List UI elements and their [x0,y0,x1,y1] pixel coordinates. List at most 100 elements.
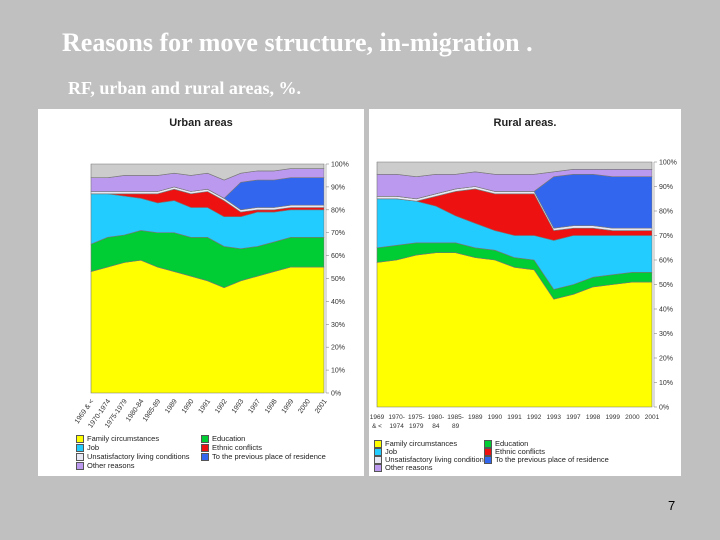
y-tick-label: 50% [331,276,345,283]
x-tick-label: 1969 [370,414,385,421]
x-tick-label: 2001 [314,398,329,415]
legend-label: Unsatisfactory living conditions [87,452,190,461]
legend-swatch [484,447,492,456]
legend-swatch [374,463,382,472]
legend-swatch [201,452,209,461]
x-tick-label: 1989 [164,398,179,415]
y-tick-label: 60% [331,253,345,260]
y-tick-label: 0% [659,405,669,412]
legend-label: Education [495,439,529,448]
x-tick-label: 1975- [408,414,425,421]
legend-item-unsatisfactory-living-conditions: Unsatisfactory living conditions [76,452,190,461]
x-tick-label: 89 [452,423,460,430]
x-tick-label: 1991 [197,398,212,415]
x-tick-label: 1990 [488,414,503,421]
y-tick-label: 40% [659,307,673,314]
legend-item-education: Education [484,439,528,448]
legend-item-to-the-previous-place-of-residence: To the previous place of residence [484,455,609,464]
x-tick-label: 1992 [214,398,229,415]
legend-label: Other reasons [385,463,433,472]
legend-item-job: Job [374,447,397,456]
legend-swatch [374,447,382,456]
y-tick-label: 100% [331,162,349,169]
x-tick-label: 1999 [281,398,296,415]
y-tick-label: 20% [331,345,345,352]
legend-item-ethnic-conflicts: Ethnic conflicts [201,443,262,452]
rural-area-chart: 100% 90% 80% 70% 60% 50% 40% 30% 20% 10% 0% 1969 & <… [370,160,677,431]
x-tick-label: 1997 [247,398,262,415]
legend-swatch [374,455,382,464]
y-tick-label: 60% [659,258,673,265]
x-tick-label: 1979 [409,423,424,430]
y-tick-label: 80% [659,209,673,216]
x-tick-label: 1990 [181,398,196,415]
x-tick-label: 1993 [547,414,562,421]
x-tick-label: 1998 [586,414,601,421]
urban-chart-panel: Urban areas 100% 90% 80% 70% 60% 50% 40% 30% 20%… [38,109,364,476]
legend-label: Ethnic conflicts [212,443,263,452]
y-tick-label: 90% [659,184,673,191]
rural-legend: Family circumstances Education Job Ethnic c… [374,439,674,475]
x-tick-label: & < [372,423,382,430]
y-tick-label: 50% [659,282,673,289]
legend-label: To the previous place of residence [495,455,609,464]
x-tick-label: 1993 [231,398,246,415]
legend-label: Family circumstances [385,439,458,448]
area-remainder [90,163,325,181]
y-tick-label: 10% [659,380,673,387]
legend-label: To the previous place of residence [212,452,326,461]
x-tick-label: 1992 [527,414,542,421]
urban-legend: Family circumstances Education Job Ethnic c… [76,434,356,474]
y-tick-label: 40% [331,299,345,306]
legend-label: Job [385,447,398,456]
x-tick-label: 1991 [507,414,522,421]
legend-swatch [76,443,84,452]
legend-swatch [374,439,382,448]
legend-item-unsatisfactory-living-conditions: Unsatisfactory living conditions [374,455,488,464]
legend-swatch [76,434,84,443]
y-tick-label: 20% [659,356,673,363]
x-tick-label: 2001 [645,414,660,421]
legend-item-other-reasons: Other reasons [76,461,135,470]
legend-swatch [201,434,209,443]
urban-area-chart: 100%90%80%70%60%50%40%30%20%10%0%1969 & … [74,162,349,430]
legend-label: Unsatisfactory living conditions [385,455,488,464]
page-number: 7 [668,498,676,513]
x-tick-label: 1997 [566,414,581,421]
x-tick-label: 84 [432,423,440,430]
rural-chart-panel: Rural areas. 100% 90% 80% 70% 60% 50% 40% 30% 20… [369,109,681,476]
legend-item-ethnic-conflicts: Ethnic conflicts [484,447,545,456]
y-tick-label: 90% [331,184,345,191]
y-tick-label: 10% [331,368,345,375]
x-tick-label: 1970- [388,414,405,421]
legend-label: Education [212,434,246,443]
x-tick-label: 1974 [389,423,404,430]
legend-label: Other reasons [87,461,135,470]
x-tick-label: 1989 [468,414,483,421]
x-tick-label: 1980- [428,414,445,421]
slide-title: Reasons for move structure, in-migration… [62,28,533,57]
y-tick-label: 30% [659,331,673,338]
area-remainder [376,161,653,178]
legend-item-job: Job [76,443,99,452]
y-tick-label: 80% [331,207,345,214]
y-tick-label: 70% [331,230,345,237]
x-tick-label: 1998 [264,398,279,415]
legend-swatch [76,461,84,470]
legend-swatch [201,443,209,452]
y-tick-label: 0% [331,391,341,398]
x-tick-label: 1985- [447,414,464,421]
legend-item-to-the-previous-place-of-residence: To the previous place of residence [201,452,326,461]
y-tick-label: 30% [331,322,345,329]
legend-label: Family circumstances [87,434,160,443]
legend-item-family-circumstances: Family circumstances [374,439,457,448]
rural-chart-title: Rural areas. [493,117,557,129]
legend-swatch [76,452,84,461]
legend-label: Job [87,443,100,452]
slide-subtitle: RF, urban and rural areas, %. [68,78,302,98]
urban-chart-title: Urban areas [169,117,233,129]
y-tick-label: 100% [659,160,677,167]
legend-swatch [484,439,492,448]
legend-swatch [484,455,492,464]
x-tick-label: 2000 [625,414,640,421]
